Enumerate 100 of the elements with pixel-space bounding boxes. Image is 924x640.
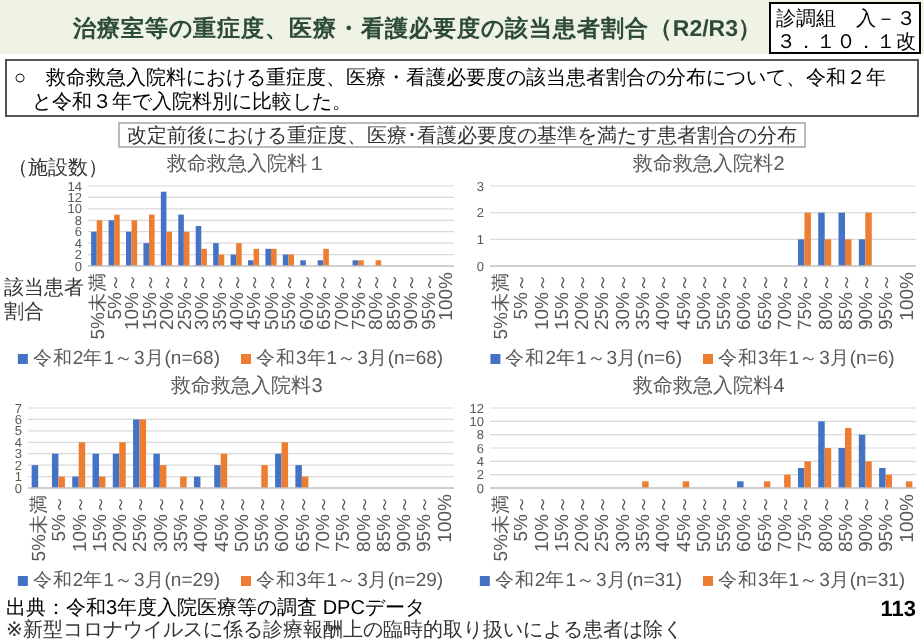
x-tick-label: 60%～ (296, 272, 319, 331)
x-tick-label: 5%未満 (488, 494, 513, 562)
x-tick-label: 100% (896, 492, 919, 543)
legend-label: 令和3年1～3月(n=31) (718, 568, 906, 592)
x-tick-label: 10%～ (69, 494, 92, 553)
x-tick-label: 95%～ (876, 494, 899, 553)
bar (804, 461, 811, 488)
x-axis-title: 該当患者割合 (4, 276, 84, 324)
text: ○ 救命救急入院料における重症度、医療・看護必要度の該当患者割合の分布について、令和２年と令和３年で入院料別に比較した。 (14, 66, 887, 114)
bar (818, 421, 825, 488)
x-tick-label: 75%～ (795, 272, 818, 331)
x-tick-label: 5%未満 (488, 272, 513, 340)
y-axis-title: （施設数） (8, 156, 108, 180)
bar (358, 260, 364, 266)
legend-label: 令和3年1～3月(n=29) (256, 568, 444, 592)
bar (114, 214, 120, 266)
x-tick-label: 95%～ (418, 272, 441, 331)
x-tick-label: 80%～ (353, 494, 376, 553)
bar (153, 453, 160, 488)
x-tick-label: 55%～ (252, 494, 275, 553)
x-tick-label: 15%～ (89, 494, 112, 553)
x-tick-label: 45%～ (211, 494, 234, 553)
bar (288, 254, 295, 266)
x-tick-label: 50%～ (693, 494, 716, 553)
x-tick-label: 20%～ (572, 494, 595, 553)
x-tick-label: 90%～ (401, 272, 424, 331)
chart-title: 救命救急入院料4 (631, 374, 786, 398)
x-tick-label: 5%～ (104, 272, 127, 320)
x-tick-label: 50%～ (693, 272, 716, 331)
source-note: 出典：令和3年度入院医療等の調査 DPCデータ (6, 596, 425, 620)
bar (300, 260, 306, 266)
chart-title: 救命救急入院料2 (631, 152, 786, 176)
x-tick-label: 65%～ (292, 494, 315, 553)
legend-label: 令和2年1～3月(n=29) (32, 568, 220, 592)
bar (143, 243, 149, 266)
x-tick-label: 65%～ (314, 272, 337, 331)
x-tick-label: 30%～ (612, 494, 635, 553)
bar (281, 442, 289, 488)
text: ３．１０．１改 (776, 32, 916, 54)
x-tick-label: 30%～ (612, 272, 635, 331)
x-tick-label: 100% (434, 492, 457, 543)
x-tick-label: 45%～ (673, 272, 696, 331)
text: 診調組 入－３ (776, 7, 916, 31)
x-tick-label: 100% (436, 270, 459, 321)
bar (178, 214, 184, 266)
x-tick-label: 55%～ (714, 494, 737, 553)
x-tick-label: 40%～ (191, 494, 214, 553)
bar (271, 248, 277, 266)
bar (133, 419, 140, 488)
x-tick-label: 35%～ (209, 272, 232, 331)
x-tick-label: 15%～ (139, 272, 162, 331)
x-tick-label: 85%～ (383, 272, 406, 331)
x-tick-label: 10%～ (122, 272, 145, 331)
x-tick-label: 10%～ (531, 494, 554, 553)
x-tick-label: 20%～ (572, 272, 595, 331)
bar (58, 476, 65, 488)
x-tick-label: 50%～ (261, 272, 284, 331)
x-tick-label: 35%～ (632, 272, 655, 331)
bar (879, 468, 886, 488)
x-tick-label: 20%～ (157, 272, 180, 331)
bar (213, 243, 219, 266)
x-tick-label: 70%～ (774, 494, 797, 553)
x-tick-label: 15%～ (551, 494, 574, 553)
x-tick-label: 65%～ (754, 494, 777, 553)
text: 治療室等の重症度、医療・看護必要度の該当患者割合（R2/R3） (70, 14, 762, 42)
x-tick-label: 75%～ (333, 494, 356, 553)
bar (214, 465, 221, 488)
bar (149, 214, 155, 266)
x-tick-label: 35%～ (632, 494, 655, 553)
bar (295, 465, 302, 488)
x-tick-label: 40%～ (226, 272, 249, 331)
bar (275, 453, 282, 488)
x-tick-label: 5%未満 (85, 272, 110, 340)
bar (824, 448, 832, 488)
bar (247, 260, 254, 266)
legend-label: 令和3年1～3月(n=68) (256, 346, 444, 370)
bar (139, 419, 147, 488)
text: ※新型コロナウイルスに係る診療報酬上の臨時的取り扱いによる患者は除く (6, 618, 683, 640)
x-tick-label: 40%～ (653, 272, 676, 331)
bar (78, 442, 86, 488)
x-tick-label: 35%～ (170, 494, 193, 553)
chart-title: 救命救急入院料１ (165, 152, 327, 176)
x-tick-label: 85%～ (835, 272, 858, 331)
x-tick-label: 65%～ (754, 272, 777, 331)
x-tick-label: 30%～ (192, 272, 215, 331)
x-tick-label: 45%～ (244, 272, 267, 331)
x-tick-label: 60%～ (734, 494, 757, 553)
bar (236, 243, 242, 266)
bar (323, 248, 329, 266)
x-tick-label: 25%～ (592, 494, 615, 553)
x-tick-label: 90%～ (394, 494, 417, 553)
x-tick-label: 60%～ (272, 494, 295, 553)
x-tick-label: 85%～ (835, 494, 858, 553)
x-tick-label: 15%～ (551, 272, 574, 331)
bar (838, 448, 845, 488)
x-tick-label: 55%～ (279, 272, 302, 331)
x-tick-label: 45%～ (673, 494, 696, 553)
x-tick-label: 70%～ (774, 272, 797, 331)
x-tick-label: 70%～ (312, 494, 335, 553)
bar (125, 231, 132, 266)
